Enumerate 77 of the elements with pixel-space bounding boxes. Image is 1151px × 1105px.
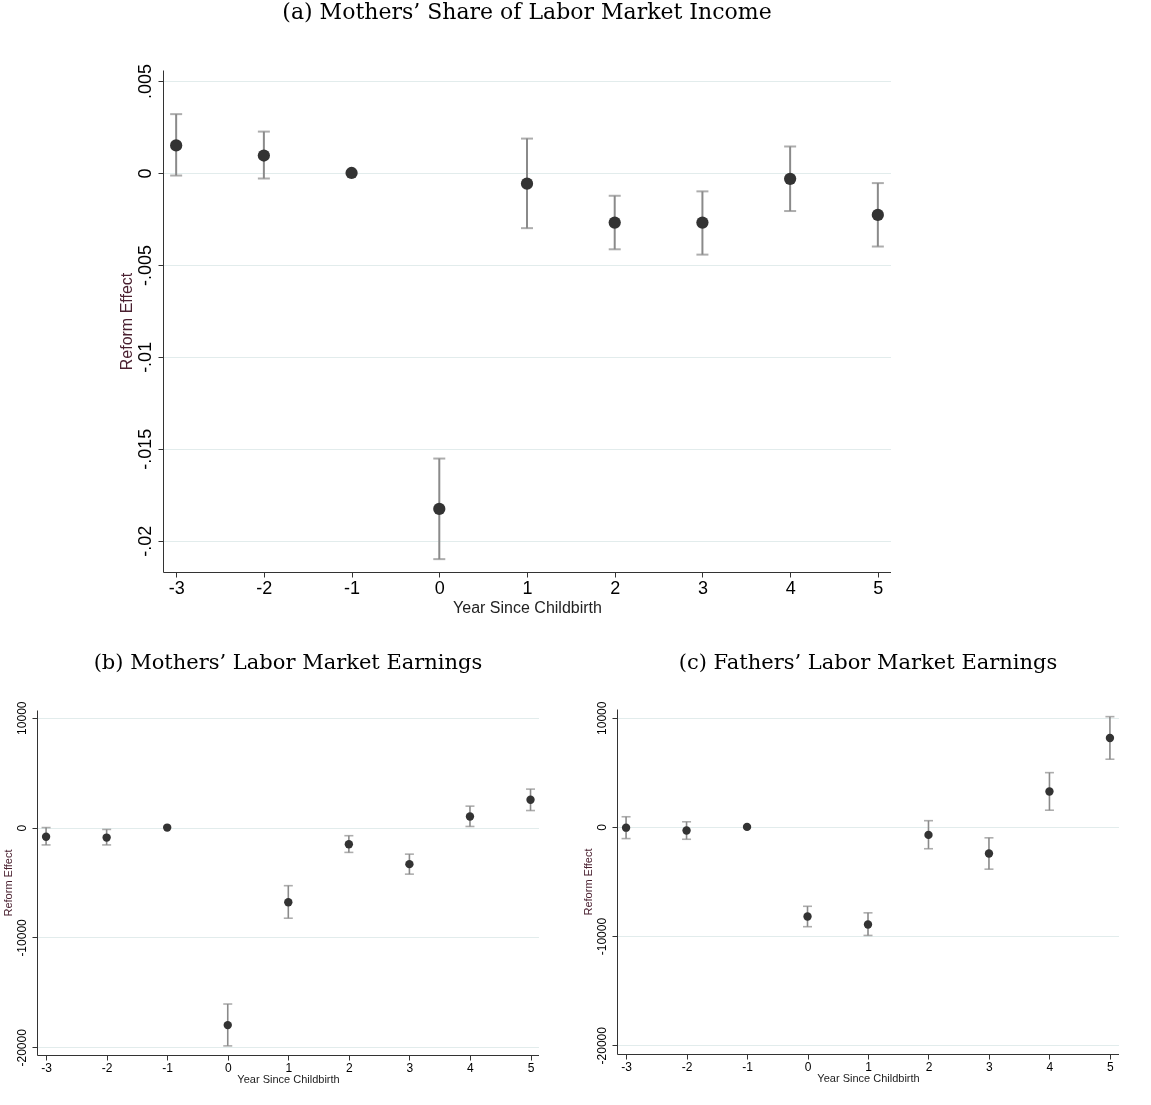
y-tick-label: -20000 bbox=[14, 1028, 29, 1067]
point bbox=[526, 795, 535, 804]
point bbox=[41, 832, 51, 841]
x-tick-label: -2 bbox=[256, 577, 273, 598]
point bbox=[257, 149, 270, 162]
point bbox=[170, 139, 183, 152]
x-axis-title: Year Since Childbirth bbox=[237, 1072, 340, 1085]
point bbox=[345, 166, 358, 180]
y-tick-label: 10000 bbox=[594, 701, 609, 735]
y-tick-label: -10000 bbox=[14, 918, 29, 957]
x-tick-label: -3 bbox=[168, 577, 185, 598]
x-tick-label: 5 bbox=[527, 1060, 535, 1075]
point bbox=[284, 898, 293, 907]
x-tick-label: 4 bbox=[467, 1060, 475, 1075]
point bbox=[1045, 787, 1054, 796]
point bbox=[1105, 733, 1115, 743]
point bbox=[682, 826, 691, 835]
x-tick-label: 3 bbox=[406, 1060, 414, 1075]
x-tick-label: 1 bbox=[285, 1060, 293, 1075]
x-tick-label: 1 bbox=[522, 577, 533, 598]
chart-title: (a) Mothers’ Share of Labor Market Income bbox=[282, 0, 772, 24]
y-tick-label: 0 bbox=[134, 168, 155, 179]
y-tick-label: 0 bbox=[594, 823, 609, 831]
y-axis-title: Reform Effect bbox=[117, 272, 135, 371]
x-axis-title: Year Since Childbirth bbox=[817, 1071, 920, 1084]
point bbox=[223, 1020, 232, 1030]
point bbox=[803, 912, 812, 921]
x-tick-label: -1 bbox=[742, 1059, 754, 1074]
x-tick-label: 2 bbox=[610, 577, 621, 598]
point bbox=[984, 849, 994, 858]
y-tick-label: -10000 bbox=[594, 917, 609, 956]
point bbox=[621, 823, 631, 832]
point bbox=[784, 172, 797, 185]
x-tick-label: 1 bbox=[865, 1059, 873, 1074]
point bbox=[163, 823, 172, 832]
x-tick-label: 5 bbox=[873, 577, 884, 598]
x-tick-label: -1 bbox=[162, 1060, 174, 1075]
x-tick-label: -2 bbox=[101, 1060, 113, 1075]
x-tick-label: 2 bbox=[925, 1059, 933, 1074]
x-tick-label: 3 bbox=[986, 1059, 994, 1074]
point bbox=[924, 830, 933, 840]
x-tick-label: 4 bbox=[785, 577, 796, 598]
x-tick-label: -1 bbox=[344, 577, 361, 598]
point bbox=[520, 177, 534, 190]
y-axis-title: Reform Effect bbox=[581, 848, 594, 916]
y-tick-label: -.015 bbox=[134, 428, 155, 470]
chart-title: (c) Fathers’ Labor Market Earnings bbox=[678, 650, 1058, 675]
x-axis-title: Year Since Childbirth bbox=[453, 598, 602, 616]
y-tick-label: -.005 bbox=[134, 244, 155, 286]
point bbox=[871, 208, 884, 222]
y-tick-label: 0 bbox=[14, 824, 29, 832]
x-tick-label: 5 bbox=[1107, 1059, 1115, 1074]
point bbox=[742, 822, 752, 832]
x-tick-label: 0 bbox=[434, 577, 445, 598]
point bbox=[405, 859, 414, 869]
x-tick-label: 0 bbox=[224, 1060, 232, 1075]
x-tick-label: 4 bbox=[1046, 1059, 1054, 1074]
y-tick-label: 10000 bbox=[14, 701, 29, 735]
point bbox=[863, 920, 873, 929]
point bbox=[696, 216, 709, 229]
x-tick-label: 2 bbox=[346, 1060, 354, 1075]
x-tick-label: -2 bbox=[681, 1059, 693, 1074]
x-tick-label: 0 bbox=[804, 1059, 812, 1074]
y-tick-label: -.02 bbox=[134, 525, 155, 557]
point bbox=[608, 216, 621, 229]
x-tick-label: -3 bbox=[621, 1059, 633, 1074]
x-tick-label: 3 bbox=[697, 577, 708, 598]
point bbox=[344, 840, 354, 849]
point bbox=[433, 502, 446, 516]
point bbox=[102, 833, 111, 842]
x-tick-label: -3 bbox=[41, 1060, 53, 1075]
y-tick-label: -.01 bbox=[134, 341, 155, 373]
point bbox=[465, 812, 475, 821]
chart-title: (b) Mothers’ Labor Market Earnings bbox=[93, 650, 483, 675]
y-tick-label: .005 bbox=[134, 64, 155, 100]
y-tick-label: -20000 bbox=[594, 1026, 609, 1065]
y-axis-title: Reform Effect bbox=[1, 849, 14, 917]
